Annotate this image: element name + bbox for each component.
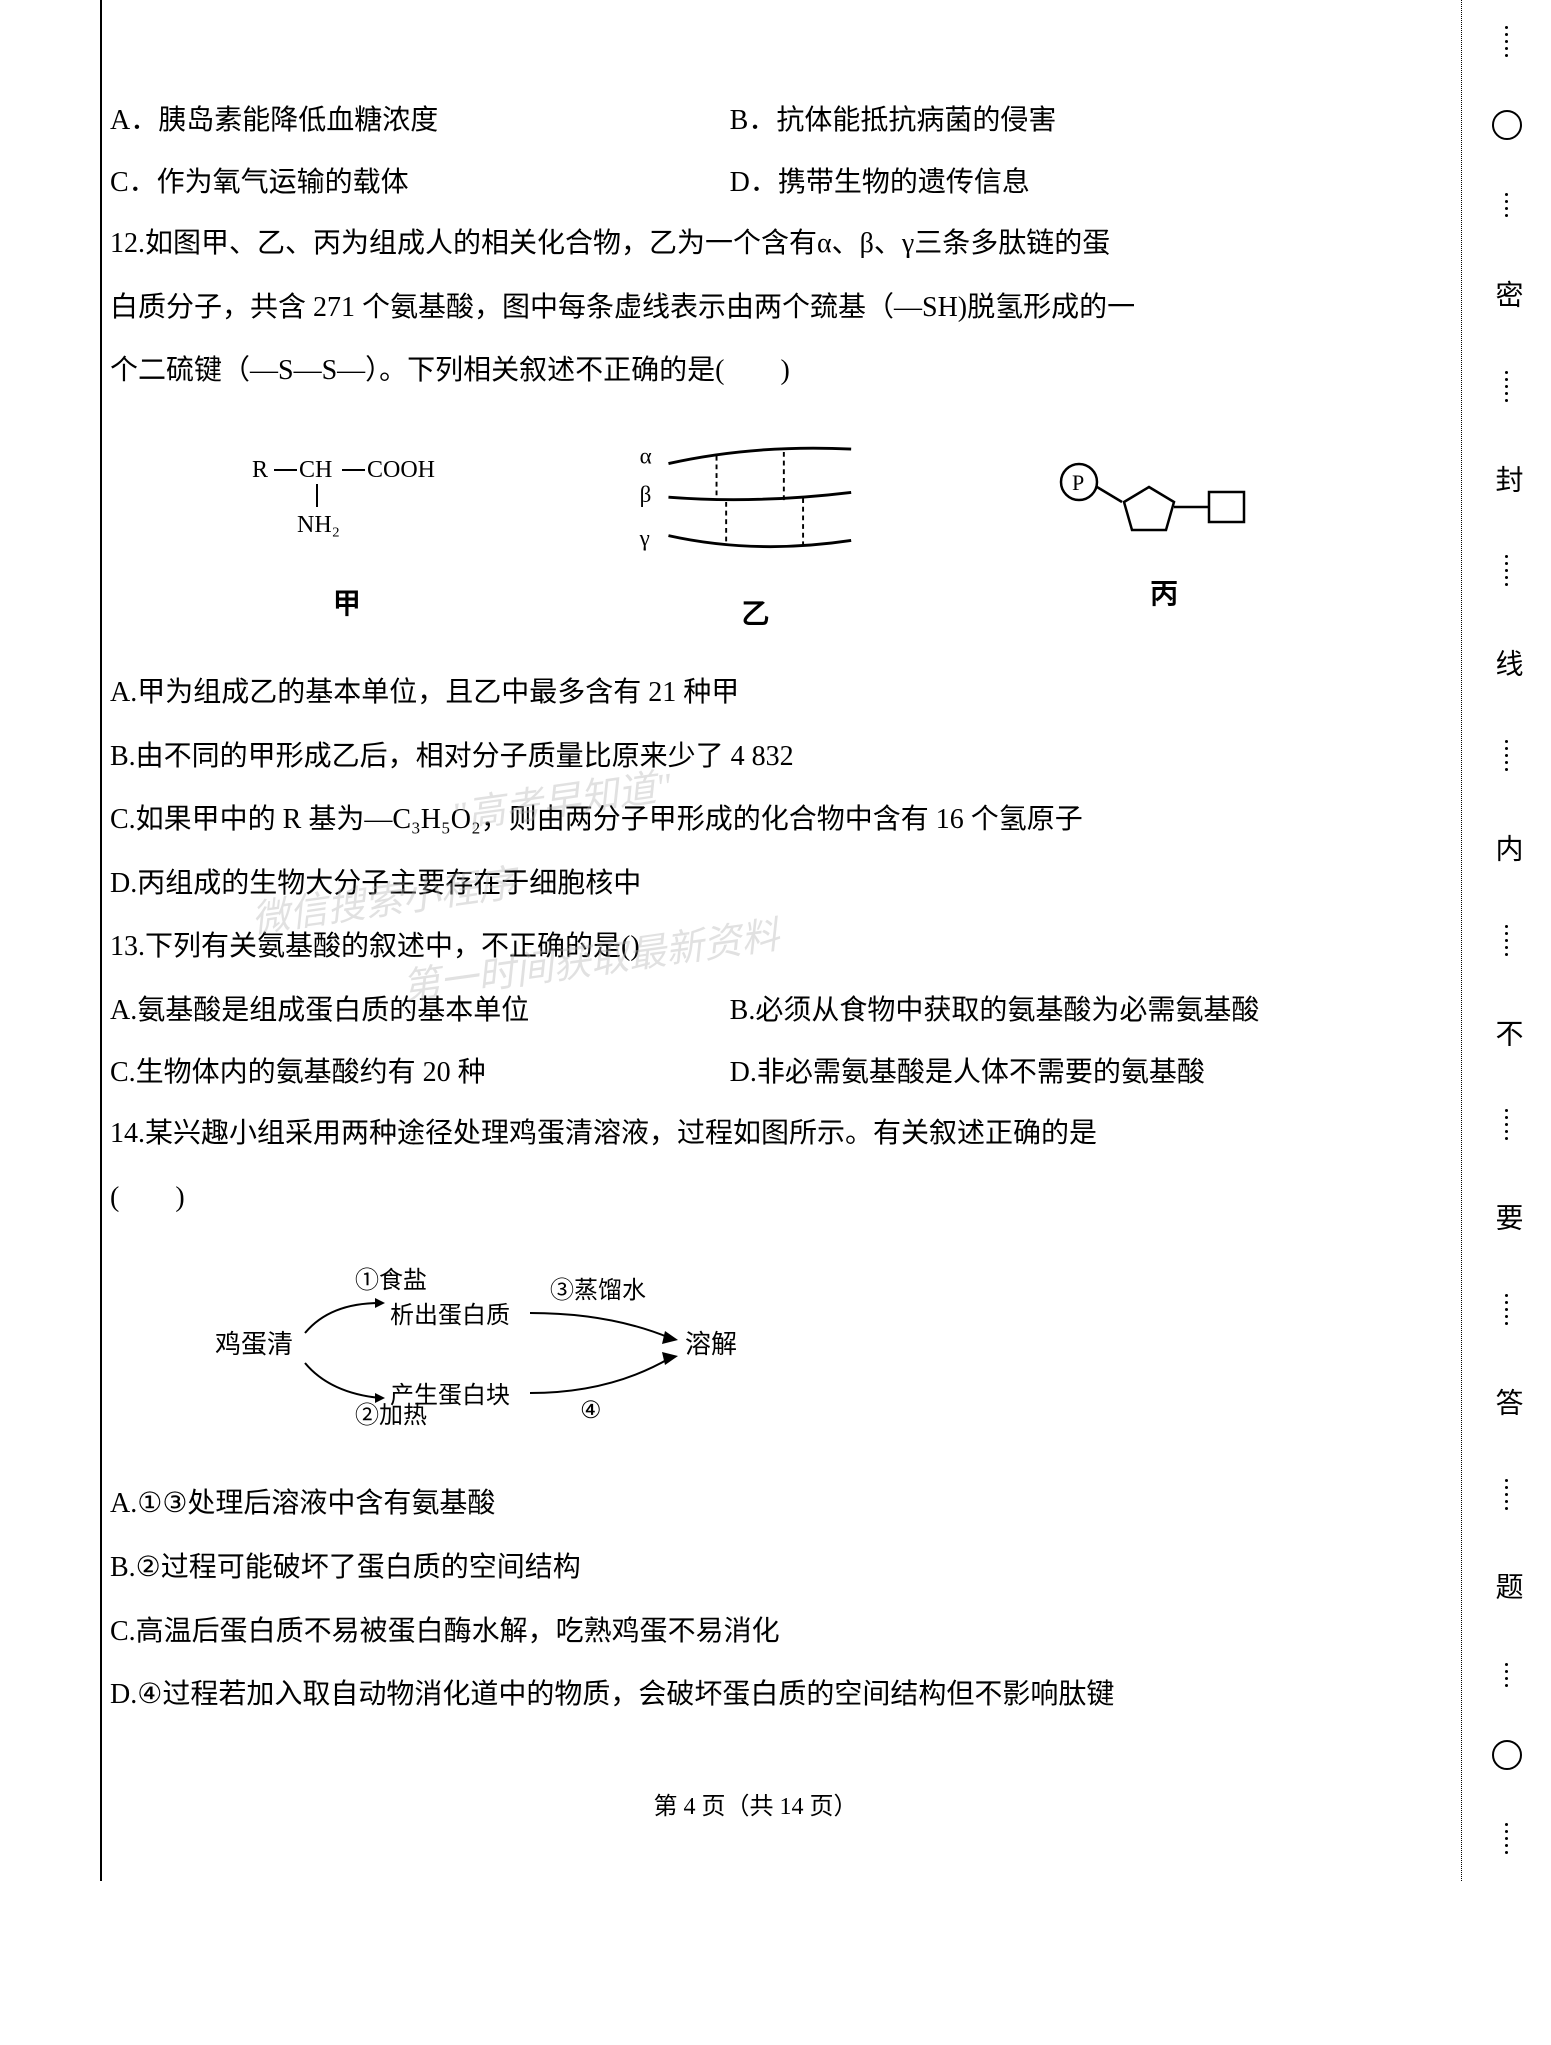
svg-text:③蒸馏水: ③蒸馏水 bbox=[550, 1277, 646, 1304]
binding-circle bbox=[1492, 110, 1522, 140]
q11-options-row2: C．作为氧气运输的载体 D．携带生物的遗传信息 bbox=[110, 152, 1401, 214]
binding-margin: 密 封 线 内 不 要 答 题 bbox=[1461, 0, 1551, 1881]
svg-text:β: β bbox=[640, 481, 652, 507]
svg-text:溶解: 溶解 bbox=[685, 1330, 737, 1359]
q13-option-c: C.生物体内的氨基酸约有 20 种 bbox=[110, 1042, 730, 1104]
q13-row1: A.氨基酸是组成蛋白质的基本单位 B.必须从食物中获取的氨基酸为必需氨基酸 bbox=[110, 980, 1401, 1042]
label-jia: 甲 bbox=[333, 582, 361, 622]
binding-char: 要 bbox=[1487, 1203, 1527, 1231]
diagram-jia: R CH COOH NH₂ 甲 bbox=[237, 442, 457, 622]
q13-option-a: A.氨基酸是组成蛋白质的基本单位 bbox=[110, 980, 730, 1042]
q12-option-b: B.由不同的甲形成乙后，相对分子质量比原来少了 4 832 bbox=[110, 726, 1401, 788]
binding-circle bbox=[1492, 1740, 1522, 1770]
q14-option-c: C.高温后蛋白质不易被蛋白酶水解，吃熟鸡蛋不易消化 bbox=[110, 1601, 1401, 1663]
q13-option-d: D.非必需氨基酸是人体不需要的氨基酸 bbox=[730, 1042, 1401, 1104]
svg-text:NH₂: NH₂ bbox=[297, 512, 340, 538]
egg-process-svg: 鸡蛋清 ①食盐 析出蛋白质 ②加热 产生蛋白块 ③蒸馏水 ④ bbox=[210, 1258, 810, 1438]
q12-option-d: D.丙组成的生物大分子主要存在于细胞核中 bbox=[110, 853, 1401, 915]
diagram-yi: α β γ 乙 bbox=[630, 432, 880, 632]
q14-option-d: D.④过程若加入取自动物消化道中的物质，会破坏蛋白质的空间结构但不影响肽键 bbox=[110, 1664, 1401, 1726]
q14-line2: ( ) bbox=[110, 1167, 1401, 1229]
q12-line2: 白质分子，共含 271 个氨基酸，图中每条虚线表示由两个巯基（—SH)脱氢形成的… bbox=[110, 277, 1401, 339]
diagram-bing: P 丙 bbox=[1054, 452, 1274, 612]
q14-option-a: A.①③处理后溶液中含有氨基酸 bbox=[110, 1473, 1401, 1535]
q13-text: 13.下列有关氨基酸的叙述中，不正确的是() bbox=[110, 916, 1401, 978]
q14-line1: 14.某兴趣小组采用两种途径处理鸡蛋清溶液，过程如图所示。有关叙述正确的是 bbox=[110, 1103, 1401, 1165]
svg-text:析出蛋白质: 析出蛋白质 bbox=[390, 1302, 510, 1329]
q14-option-b: B.②过程可能破坏了蛋白质的空间结构 bbox=[110, 1537, 1401, 1599]
option-11d: D．携带生物的遗传信息 bbox=[730, 152, 1401, 214]
svg-text:④: ④ bbox=[580, 1398, 602, 1424]
svg-text:R: R bbox=[252, 457, 268, 483]
q11-options-row1: A．胰岛素能降低血糖浓度 B．抗体能抵抗病菌的侵害 bbox=[110, 90, 1401, 152]
label-yi: 乙 bbox=[741, 592, 769, 632]
egg-diagram: 鸡蛋清 ①食盐 析出蛋白质 ②加热 产生蛋白块 ③蒸馏水 ④ bbox=[210, 1258, 1401, 1443]
binding-char: 答 bbox=[1487, 1388, 1527, 1416]
svg-text:产生蛋白块: 产生蛋白块 bbox=[390, 1382, 510, 1409]
q12-line1: 12.如图甲、乙、丙为组成人的相关化合物，乙为一个含有α、β、γ三条多肽链的蛋 bbox=[110, 213, 1401, 275]
nucleotide-structure: P bbox=[1054, 452, 1274, 552]
q13-row2: C.生物体内的氨基酸约有 20 种 D.非必需氨基酸是人体不需要的氨基酸 bbox=[110, 1042, 1401, 1104]
option-11b: B．抗体能抵抗病菌的侵害 bbox=[730, 90, 1401, 152]
svg-text:①食盐: ①食盐 bbox=[355, 1267, 427, 1294]
svg-text:P: P bbox=[1072, 470, 1084, 495]
content-area: "高考早知道" 微信搜索小程序 第一时间获取最新资料 A．胰岛素能降低血糖浓度 … bbox=[0, 0, 1461, 1881]
binding-char: 题 bbox=[1487, 1572, 1527, 1600]
label-bing: 丙 bbox=[1150, 572, 1178, 612]
binding-char: 内 bbox=[1487, 834, 1527, 862]
svg-text:COOH: COOH bbox=[367, 457, 435, 483]
svg-text:CH: CH bbox=[299, 457, 332, 483]
amino-acid-structure: R CH COOH NH₂ bbox=[237, 442, 457, 562]
binding-char: 线 bbox=[1487, 649, 1527, 677]
protein-structure: α β γ bbox=[630, 432, 880, 572]
binding-char: 密 bbox=[1487, 280, 1527, 308]
q12-line3: 个二硫键（—S—S—）。下列相关叙述不正确的是( ) bbox=[110, 340, 1401, 402]
option-11c: C．作为氧气运输的载体 bbox=[110, 152, 730, 214]
binding-char: 封 bbox=[1487, 465, 1527, 493]
svg-text:γ: γ bbox=[639, 524, 650, 550]
option-11a: A．胰岛素能降低血糖浓度 bbox=[110, 90, 730, 152]
svg-text:α: α bbox=[640, 443, 652, 469]
q12-option-a: A.甲为组成乙的基本单位，且乙中最多含有 21 种甲 bbox=[110, 662, 1401, 724]
q13-option-b: B.必须从食物中获取的氨基酸为必需氨基酸 bbox=[730, 980, 1401, 1042]
page-number: 第 4 页（共 14 页） bbox=[110, 1786, 1401, 1821]
svg-text:鸡蛋清: 鸡蛋清 bbox=[215, 1330, 293, 1359]
binding-char: 不 bbox=[1487, 1019, 1527, 1047]
q12-option-c: C.如果甲中的 R 基为—C₃H₅O₂，则由两分子甲形成的化合物中含有 16 个… bbox=[110, 789, 1401, 851]
margin-line bbox=[100, 0, 102, 1881]
diagram-row: R CH COOH NH₂ 甲 α β γ bbox=[110, 432, 1401, 632]
